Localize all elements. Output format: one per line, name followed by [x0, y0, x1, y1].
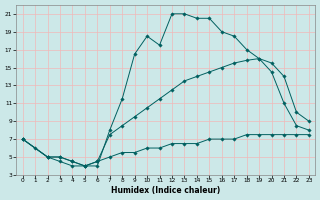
X-axis label: Humidex (Indice chaleur): Humidex (Indice chaleur)	[111, 186, 220, 195]
